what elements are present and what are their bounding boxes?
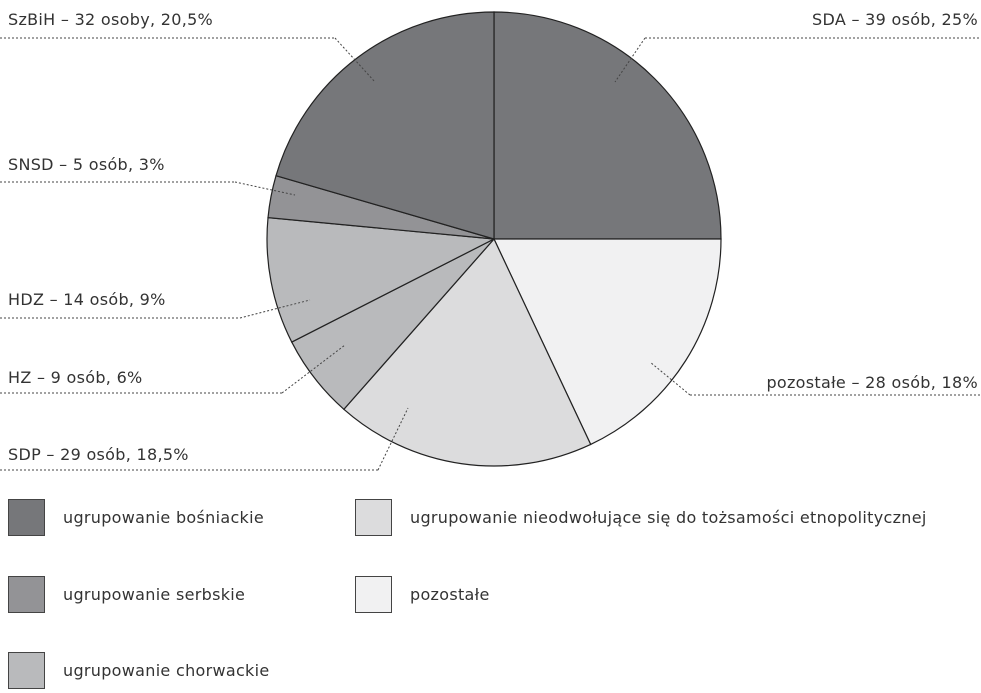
slice-label: SNSD – 5 osób, 3% (8, 155, 165, 174)
legend-swatch (8, 499, 45, 536)
leader-line (0, 181, 296, 196)
legend-swatch (355, 576, 392, 613)
legend-label: ugrupowanie serbskie (63, 585, 245, 604)
slice-label: SzBiH – 32 osoby, 20,5% (8, 10, 213, 29)
pie-slice (493, 11, 722, 240)
legend-label: ugrupowanie bośniackie (63, 508, 264, 527)
leader-line (0, 37, 376, 83)
legend-swatch (8, 652, 45, 689)
leader-line (649, 361, 981, 396)
leader-line (0, 299, 311, 319)
leader-line (0, 344, 346, 394)
legend-label: ugrupowanie nieodwołujące się do tożsamo… (410, 508, 927, 527)
slice-label: SDA – 39 osób, 25% (812, 10, 978, 29)
legend-swatch (355, 499, 392, 536)
legend-label: ugrupowanie chorwackie (63, 661, 270, 680)
pie-slice (493, 238, 722, 446)
legend-label: pozostałe (410, 585, 490, 604)
slice-label: HDZ – 14 osób, 9% (8, 290, 166, 309)
leader-line (614, 37, 981, 83)
pie-slice (266, 216, 497, 343)
legend-swatch (8, 576, 45, 613)
slice-label: pozostałe – 28 osób, 18% (766, 373, 978, 392)
slice-label: SDP – 29 osób, 18,5% (8, 445, 189, 464)
pie-slice (275, 11, 495, 240)
slice-label: HZ – 9 osób, 6% (8, 368, 143, 387)
leader-line (0, 407, 409, 471)
pie-slice (343, 237, 592, 467)
